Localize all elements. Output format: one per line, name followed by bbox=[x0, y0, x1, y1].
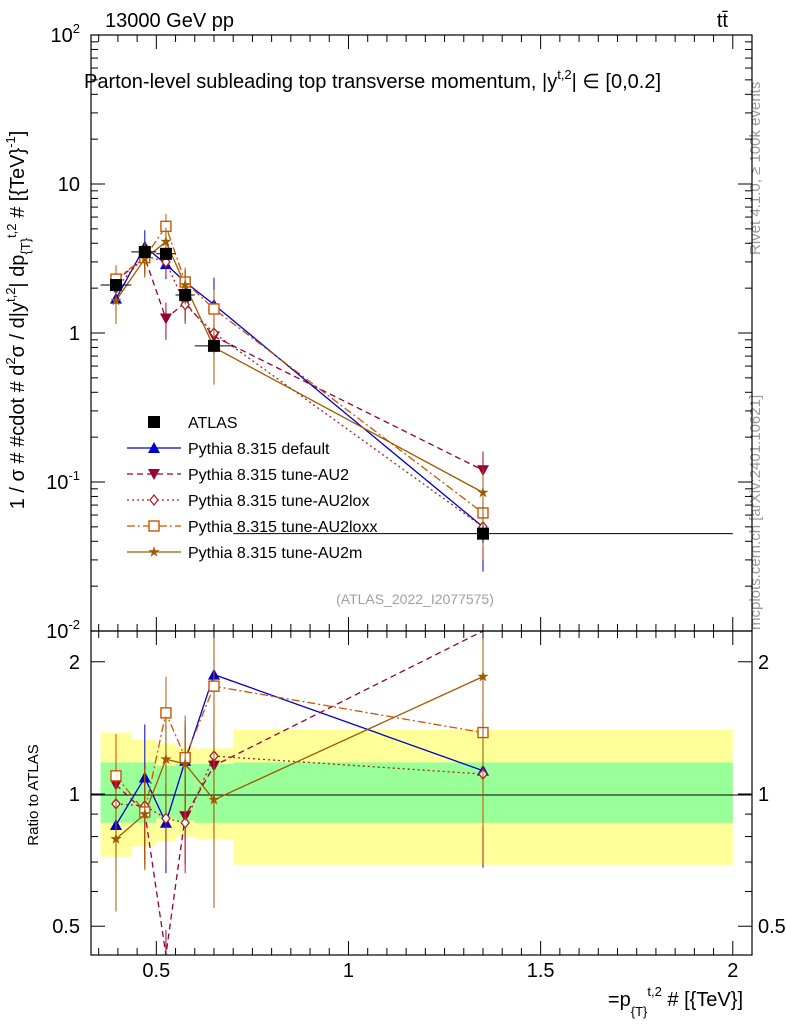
ratio-y-axis-label: Ratio to ATLAS bbox=[25, 744, 42, 845]
point-au2m bbox=[179, 279, 191, 290]
legend-label-default: Pythia 8.315 default bbox=[188, 441, 330, 458]
atlas-point bbox=[476, 527, 489, 540]
x-tick-label: 1 bbox=[343, 960, 354, 982]
legend-label-data: ATLAS bbox=[188, 415, 238, 432]
ratio-point-au2m bbox=[179, 758, 191, 769]
y-tick-label: 10 bbox=[58, 174, 80, 196]
main-y-axis-label: 1 / σ # #cdot # d2σ / d|yt,2| dp{T}t,2 #… bbox=[3, 131, 33, 510]
main-x-ticks bbox=[98, 35, 734, 631]
series-line-default bbox=[115, 245, 484, 528]
atlas-point bbox=[138, 245, 151, 258]
y-tick-label: 1 bbox=[69, 323, 80, 345]
ratio-point-au2m bbox=[110, 833, 122, 844]
legend-marker-au2m bbox=[148, 546, 160, 557]
x-tick-label: 0.5 bbox=[142, 960, 170, 982]
ratio-point-au2loxx bbox=[208, 680, 220, 692]
x-tick-label: 1.5 bbox=[527, 960, 555, 982]
mcplots-label: mcplots.cern.ch [arXiv:2401.10621] bbox=[747, 395, 764, 630]
series-line-au2loxx bbox=[115, 224, 484, 514]
point-au2m bbox=[110, 294, 122, 306]
atlas-point bbox=[159, 247, 172, 260]
legend: ATLAS Pythia 8.315 default Pythia 8.315 tu… bbox=[127, 415, 377, 562]
legend-marker-default bbox=[148, 442, 160, 453]
point-au2m bbox=[477, 486, 489, 498]
main-frame bbox=[90, 34, 753, 632]
ratio-point-au2loxx bbox=[110, 770, 122, 782]
ratio-frame bbox=[90, 630, 753, 956]
ratio-line-au2loxx bbox=[115, 685, 484, 814]
point-au2m bbox=[139, 252, 151, 264]
legend-marker-au2loxx bbox=[148, 520, 160, 532]
y-tick-label: 10-2 bbox=[46, 617, 80, 643]
analysis-watermark: (ATLAS_2022_I2077575) bbox=[336, 591, 494, 607]
ratio-point-au2loxx bbox=[160, 707, 172, 719]
ratio-y-ticks: 0.5 0.5 1 1 2 2 bbox=[52, 652, 786, 938]
series-line-au2m bbox=[115, 240, 484, 494]
main-data-points bbox=[100, 213, 733, 572]
ratio-data-points bbox=[109, 631, 489, 955]
ratio-line-au2m bbox=[115, 676, 484, 840]
ratio-point-au2m bbox=[139, 808, 151, 819]
legend-label-au2loxx: Pythia 8.315 tune-AU2loxx bbox=[188, 519, 377, 536]
legend-marker-data bbox=[148, 416, 160, 428]
ratio-x-ticks: 0.5 1 1.5 2 bbox=[98, 631, 738, 982]
point-au2m bbox=[160, 235, 172, 247]
atlas-point bbox=[109, 278, 122, 291]
main-y-ticks: 102 10 1 10-1 10-2 bbox=[46, 21, 752, 643]
point-au2loxx bbox=[208, 303, 220, 315]
series-line-au2lox bbox=[115, 254, 484, 528]
ratio-point-au2lox bbox=[161, 812, 171, 825]
ratio-point-au2m bbox=[477, 670, 489, 682]
atlas-point bbox=[207, 339, 220, 352]
header-right: tt̄ bbox=[717, 10, 729, 32]
main-panel: 102 10 1 10-1 10-2 Parton-level subleading t… bbox=[3, 21, 753, 643]
rivet-label: Rivet 4.1.0, ≥ 100k events bbox=[747, 82, 764, 255]
ratio-point-au2lox bbox=[180, 816, 190, 829]
series-line-au2 bbox=[115, 256, 484, 471]
ratio-y-tick-label: 1 bbox=[69, 784, 80, 806]
point-au2 bbox=[159, 313, 172, 325]
ratio-series-lines bbox=[115, 630, 484, 956]
legend-label-au2m: Pythia 8.315 tune-AU2m bbox=[188, 545, 362, 562]
ratio-panel: 0.5 0.5 1 1 2 2 0.5 1 1.5 2 Ratio to ATLAS =p{T}… bbox=[25, 630, 786, 1019]
ratio-point-au2m bbox=[160, 753, 172, 765]
chart-title: Parton-level subleading top transverse m… bbox=[84, 67, 661, 93]
header-left: 13000 GeV pp bbox=[105, 10, 234, 32]
ratio-line-default bbox=[115, 673, 484, 826]
legend-label-au2: Pythia 8.315 tune-AU2 bbox=[188, 467, 349, 484]
y-tick-label: 102 bbox=[51, 21, 80, 47]
ratio-y-tick-label-right: 1 bbox=[758, 784, 769, 806]
ratio-y-tick-label: 0.5 bbox=[52, 916, 80, 938]
atlas-point bbox=[179, 288, 192, 301]
ratio-y-tick-label: 2 bbox=[69, 652, 80, 674]
ratio-y-tick-label-right: 0.5 bbox=[758, 916, 786, 938]
legend-label-au2lox: Pythia 8.315 tune-AU2lox bbox=[188, 493, 369, 510]
ratio-line-au2lox bbox=[115, 755, 484, 824]
legend-marker-au2 bbox=[148, 469, 160, 480]
legend-marker-au2lox bbox=[149, 493, 159, 507]
ratio-point-au2m bbox=[208, 793, 220, 805]
ratio-y-tick-label-right: 2 bbox=[758, 652, 769, 674]
x-tick-label: 2 bbox=[727, 960, 738, 982]
y-tick-label: 10-1 bbox=[46, 468, 80, 494]
x-axis-label: =p{T}t,2 # [{TeV}] bbox=[608, 984, 743, 1019]
